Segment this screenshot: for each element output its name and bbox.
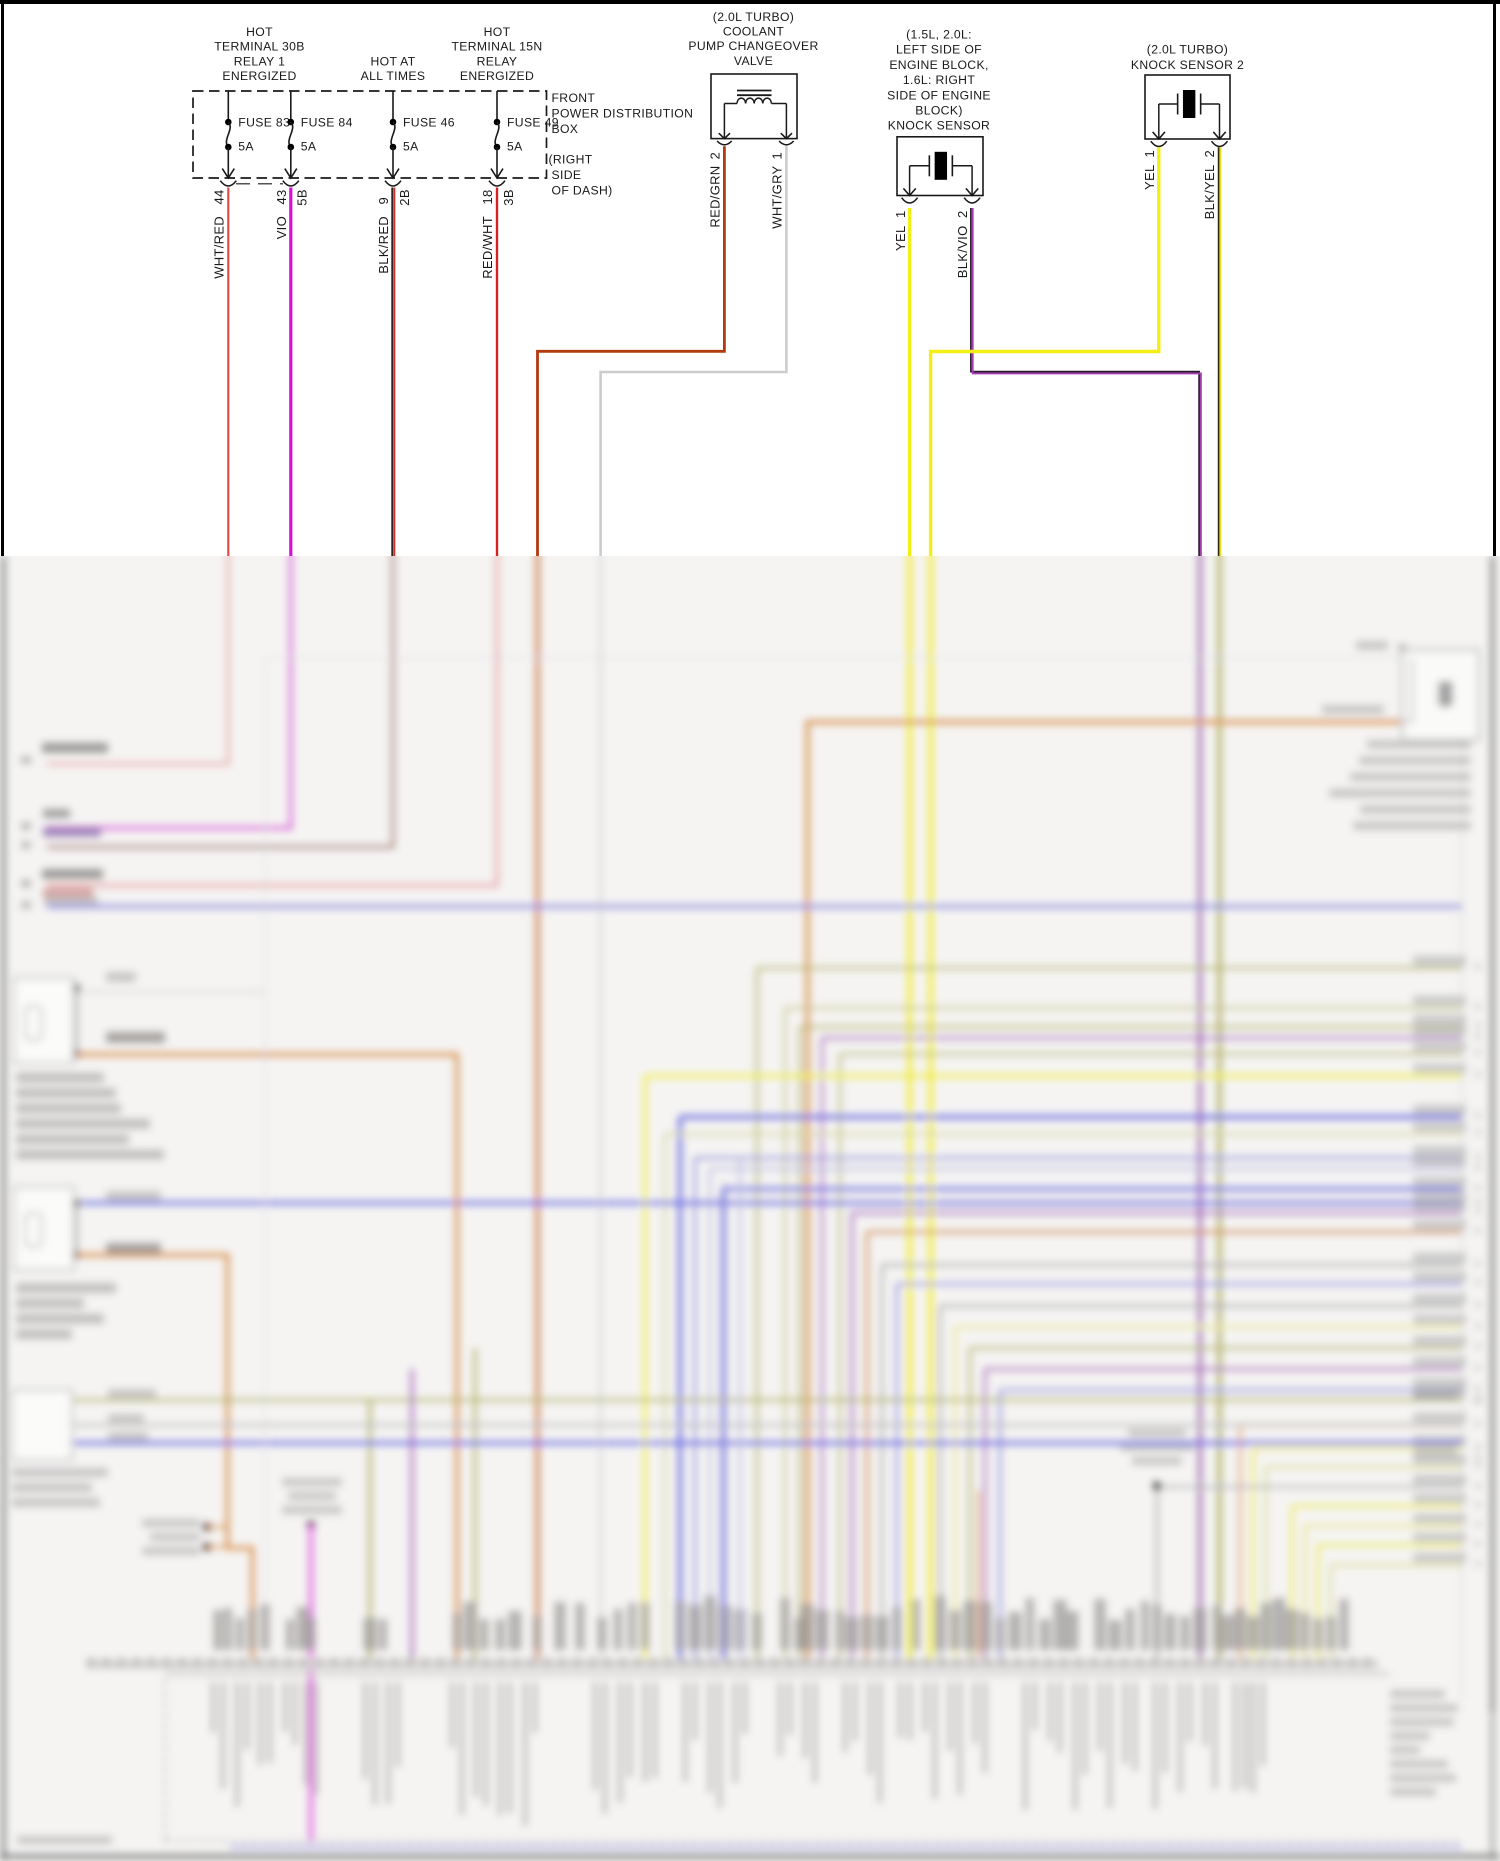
svg-text:WHT/GRY: WHT/GRY — [770, 165, 785, 228]
svg-text:RED/WHT: RED/WHT — [480, 216, 495, 279]
svg-text:HOT: HOT — [246, 25, 273, 39]
svg-text:44: 44 — [212, 189, 227, 204]
svg-text:3B: 3B — [501, 189, 516, 206]
svg-text:TERMINAL 15N: TERMINAL 15N — [451, 40, 542, 54]
svg-text:FRONT: FRONT — [552, 91, 596, 105]
svg-text:YEL: YEL — [893, 226, 908, 251]
svg-text:BOX: BOX — [552, 122, 579, 136]
svg-text:(RIGHT: (RIGHT — [549, 153, 593, 167]
svg-text:ALL TIMES: ALL TIMES — [361, 69, 426, 83]
svg-text:(2.0L TURBO): (2.0L TURBO) — [1147, 43, 1228, 57]
svg-text:1: 1 — [770, 152, 785, 160]
svg-text:SIDE: SIDE — [552, 168, 582, 182]
svg-text:YEL: YEL — [1142, 165, 1157, 190]
svg-text:FUSE 84: FUSE 84 — [301, 116, 353, 130]
svg-text:2: 2 — [1202, 150, 1217, 158]
svg-text:ENERGIZED: ENERGIZED — [460, 69, 534, 83]
svg-text:2: 2 — [955, 210, 970, 218]
svg-text:43: 43 — [274, 189, 289, 204]
svg-text:BLK/VIO: BLK/VIO — [955, 226, 970, 279]
svg-text:HOT AT: HOT AT — [371, 54, 416, 68]
svg-text:OF DASH): OF DASH) — [552, 183, 613, 197]
svg-text:POWER DISTRIBUTION: POWER DISTRIBUTION — [552, 106, 694, 120]
svg-text:5A: 5A — [301, 140, 317, 154]
svg-text:VALVE: VALVE — [734, 54, 773, 68]
svg-text:BLK/YEL: BLK/YEL — [1202, 165, 1217, 220]
svg-text:5A: 5A — [403, 140, 419, 154]
svg-text:COOLANT: COOLANT — [723, 25, 785, 39]
svg-text:ENGINE BLOCK,: ENGINE BLOCK, — [889, 58, 988, 72]
svg-text:(1.5L, 2.0L:: (1.5L, 2.0L: — [906, 28, 972, 42]
svg-text:1: 1 — [1142, 150, 1157, 158]
svg-text:18: 18 — [480, 189, 495, 204]
svg-text:WHT/RED: WHT/RED — [212, 216, 227, 279]
svg-text:SIDE OF ENGINE: SIDE OF ENGINE — [887, 88, 991, 102]
svg-text:1.6L: RIGHT: 1.6L: RIGHT — [903, 73, 975, 87]
svg-text:BLK/RED: BLK/RED — [376, 216, 391, 274]
svg-text:ENERGIZED: ENERGIZED — [222, 69, 296, 83]
svg-text:1: 1 — [893, 210, 908, 218]
svg-text:LEFT SIDE OF: LEFT SIDE OF — [896, 43, 982, 57]
svg-text:PUMP CHANGEOVER: PUMP CHANGEOVER — [688, 39, 818, 53]
svg-text:(2.0L TURBO): (2.0L TURBO) — [713, 10, 794, 24]
svg-text:VIO: VIO — [274, 216, 289, 239]
svg-text:BLOCK): BLOCK) — [915, 104, 962, 118]
svg-text:FUSE 83: FUSE 83 — [238, 116, 290, 130]
svg-text:KNOCK SENSOR 2: KNOCK SENSOR 2 — [1131, 58, 1244, 72]
svg-text:KNOCK SENSOR: KNOCK SENSOR — [888, 119, 990, 133]
svg-text:RED/GRN: RED/GRN — [708, 166, 723, 228]
svg-text:HOT: HOT — [484, 25, 511, 39]
svg-text:5A: 5A — [238, 140, 254, 154]
svg-text:FUSE 46: FUSE 46 — [403, 116, 455, 130]
svg-text:RELAY: RELAY — [477, 54, 518, 68]
svg-text:2B: 2B — [397, 189, 412, 206]
svg-text:RELAY 1: RELAY 1 — [234, 54, 285, 68]
svg-text:5A: 5A — [507, 140, 523, 154]
svg-text:TERMINAL 30B: TERMINAL 30B — [214, 40, 304, 54]
svg-text:FUSE 49: FUSE 49 — [507, 116, 559, 130]
svg-text:5B: 5B — [295, 189, 310, 206]
svg-text:2: 2 — [708, 152, 723, 160]
svg-text:9: 9 — [376, 197, 391, 205]
